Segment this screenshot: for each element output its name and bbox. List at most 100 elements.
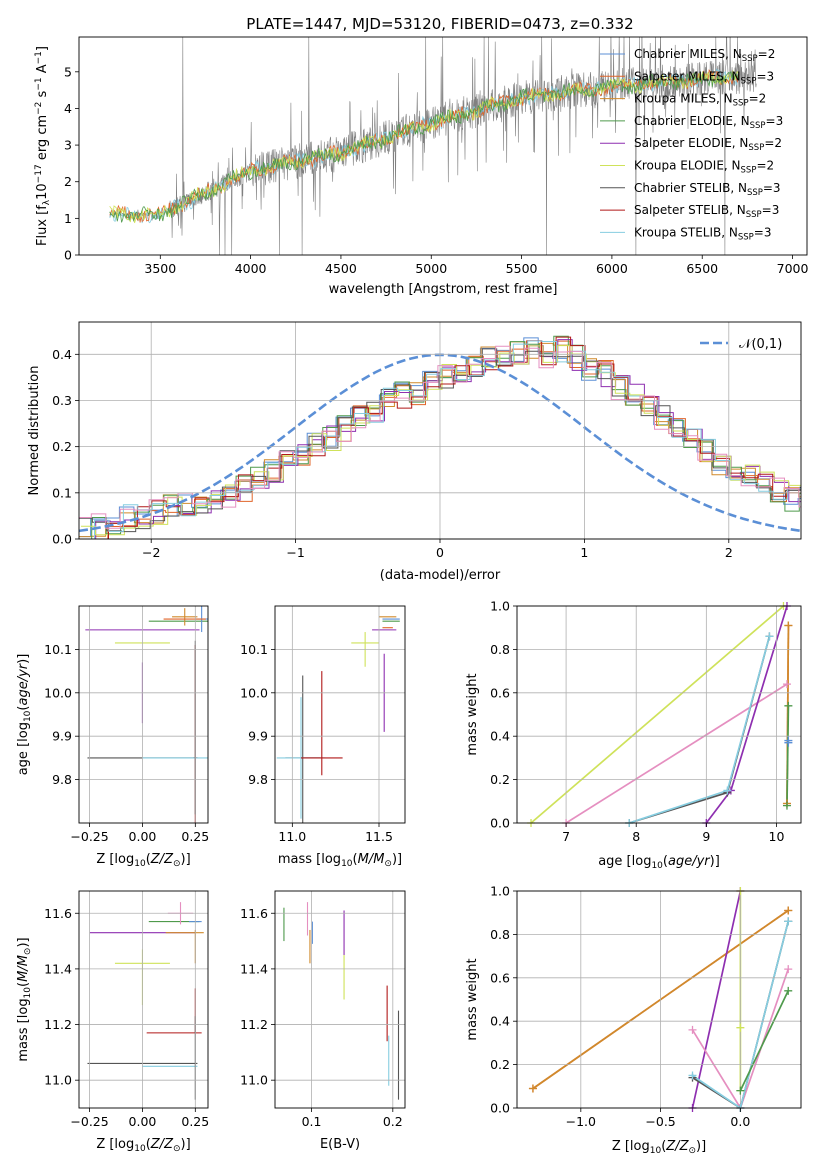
y-tick-label: 5 (64, 64, 72, 79)
label-part: 10 (341, 859, 353, 869)
legend-name: Kroupa MILES, N (634, 92, 733, 106)
x-tick-label: 0.0 (730, 1114, 750, 1129)
weight-series-line (565, 683, 788, 823)
legend-subscript: SSP (741, 166, 757, 176)
legend-value: =3 (754, 225, 772, 239)
x-tick-label: 5000 (415, 261, 447, 276)
legend-label: Chabrier ELODIE, NSSP=3 (634, 114, 783, 131)
plot-area (276, 616, 400, 823)
y-axis-label: age [log10(age/yr)] (16, 654, 33, 776)
plus-marker (784, 621, 793, 630)
x-tick-label: 11.0 (278, 829, 306, 844)
legend-name: Salpeter ELODIE, N (634, 136, 748, 150)
x-axis-label: mass [log10(M/M⊙)] (278, 852, 402, 869)
x-tick-label: 0.2 (383, 1114, 403, 1129)
x-tick-label: 2 (725, 545, 733, 560)
label-part: ⊙ (384, 859, 392, 869)
y-tick-label: 0.4 (52, 347, 72, 362)
plus-marker (782, 801, 791, 810)
x-tick-label: −0.25 (70, 829, 108, 844)
plot-area (530, 606, 790, 823)
x-axis-label: Z [log10(Z/Z⊙)] (96, 1137, 190, 1154)
histogram-step-line (79, 340, 801, 539)
y-tick-label: 9.8 (248, 772, 268, 787)
y-tick-label: 11.4 (240, 961, 268, 976)
legend-subscript: SSP (741, 76, 757, 86)
y-tick-label: 0.3 (52, 393, 72, 408)
axes-frame (516, 890, 802, 1109)
axes-age-vs-mass: 11.0 11.5 9.8 9.9 10.0 10.1 mass [log10(M/M⊙)] (240, 605, 406, 869)
legend-subscript: SSP (747, 188, 763, 198)
y-tick-label: 11.0 (44, 1073, 72, 1088)
y-axis-label: Flux [fλ10−17 erg cm−2 s−1 A−1] (34, 46, 52, 246)
legend-label: Chabrier MILES, NSSP=2 (634, 47, 775, 64)
legend-label: 𝒩(0,1) (739, 337, 782, 352)
y-tick-label: 9.8 (52, 772, 72, 787)
weight-series-line (530, 606, 785, 823)
grid (79, 891, 208, 1108)
label-part: ⊙ (173, 859, 181, 869)
label-part: mass [log (278, 852, 341, 867)
plot-area (283, 902, 400, 1100)
legend-label: Salpeter ELODIE, NSSP=2 (634, 136, 782, 153)
model-fit-line (109, 71, 739, 223)
plus-marker (528, 1084, 537, 1093)
x-tick-label: 1 (580, 545, 588, 560)
x-tick-label: −1.0 (566, 1114, 596, 1129)
label-part: 10 (650, 1146, 662, 1156)
label-part: age [log (598, 854, 651, 869)
label-part: ( (661, 1139, 666, 1154)
label-part: s (35, 90, 50, 101)
x-tick-label: 9 (702, 829, 710, 844)
label-part: ] (35, 46, 50, 51)
legend-value: =3 (762, 203, 780, 217)
y-tick-label: 0.8 (490, 642, 510, 657)
label-part: −1 (34, 51, 44, 64)
x-axis-label: E(B-V) (320, 1137, 360, 1152)
label-part: 10 (651, 861, 663, 871)
label-part: A (35, 64, 50, 77)
x-tick-label: 4000 (235, 261, 267, 276)
label-part: )] (392, 852, 402, 867)
legend-name: Kroupa ELODIE, N (634, 159, 741, 173)
x-tick-label: −0.5 (645, 1114, 675, 1129)
x-tick-label: 0.00 (129, 1114, 157, 1129)
label-part: Z [log (612, 1139, 650, 1154)
legend-value: =2 (756, 159, 774, 173)
legend-name: Chabrier ELODIE, N (634, 114, 750, 128)
figure-title: PLATE=1447, MJD=53120, FIBERID=0473, z=0… (246, 15, 633, 33)
label-part: Z/ (150, 852, 166, 867)
label-part: M/ (16, 965, 31, 982)
x-tick-label: 8 (632, 829, 640, 844)
legend-subscript: SSP (748, 143, 764, 153)
axes-residuals: −2 −1 0 1 2 0.0 0.1 0.2 0.3 0.4 (data-model)/error… (27, 321, 802, 583)
x-axis-label: Z [log10(Z/Z⊙)] (96, 852, 190, 869)
x-tick-label: 6500 (686, 261, 718, 276)
y-tick-label: 0.4 (490, 1014, 510, 1029)
label-part: ( (663, 854, 668, 869)
legend-name: Salpeter STELIB, N (634, 203, 746, 217)
legend-subscript: SSP (746, 210, 762, 220)
y-axis-label: mass [log10(M/M⊙)] (16, 937, 33, 1061)
y-tick-label: 11.2 (240, 1017, 268, 1032)
x-tick-label: −2 (142, 545, 160, 560)
x-tick-label: 7 (562, 829, 570, 844)
label-part: M (373, 852, 384, 867)
legend-name: Chabrier STELIB, N (634, 181, 747, 195)
label-part: Z (163, 852, 174, 867)
axes-frame (78, 890, 209, 1109)
label-part: ⊙ (173, 1144, 181, 1154)
plus-marker (688, 1071, 697, 1080)
y-tick-label: 2 (64, 174, 72, 189)
x-tick-label: 3500 (144, 261, 176, 276)
y-axis-label: Normed distribution (27, 366, 42, 496)
plot-area (85, 606, 208, 823)
legend-label: Kroupa ELODIE, NSSP=2 (634, 159, 774, 176)
legend-value: =2 (749, 92, 767, 106)
plus-marker (784, 906, 793, 915)
grid (517, 605, 801, 824)
x-axis-label: Z [log10(Z/Z⊙)] (612, 1139, 706, 1156)
